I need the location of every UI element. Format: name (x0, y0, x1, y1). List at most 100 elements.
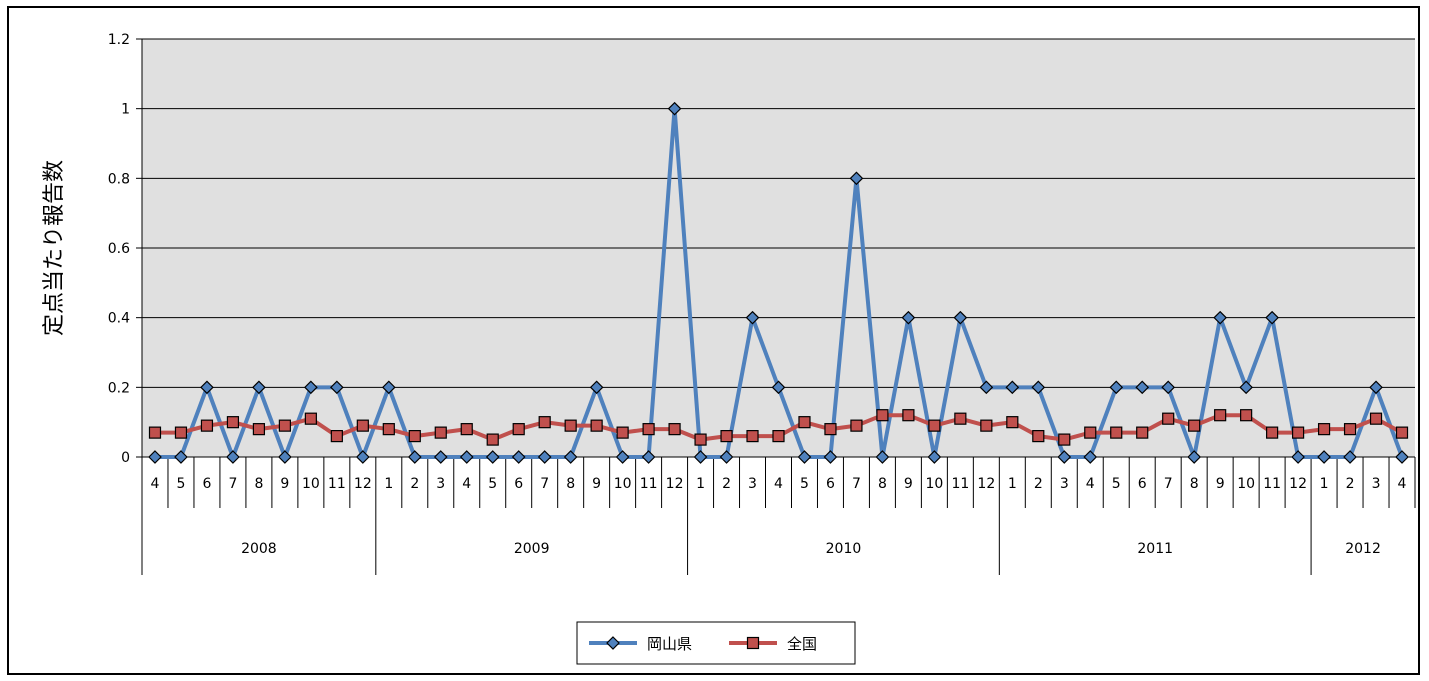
data-point (1135, 380, 1150, 395)
y-tick-label: 0.4 (108, 311, 130, 327)
x-tick-label: 10 (1237, 476, 1255, 492)
data-point (485, 450, 500, 464)
data-point (538, 416, 551, 429)
x-tick-label: 9 (904, 476, 913, 492)
data-point (1161, 380, 1176, 395)
data-point (1058, 433, 1071, 446)
data-point (642, 423, 655, 436)
data-point (252, 380, 266, 395)
data-point (512, 423, 525, 436)
data-point (564, 419, 577, 432)
data-point (433, 450, 448, 464)
legend-label: 岡山県 (647, 635, 692, 653)
x-tick-label: 4 (462, 476, 471, 492)
x-tick-label: 9 (1216, 476, 1225, 492)
x-tick-label: 7 (852, 476, 861, 492)
x-tick-label: 6 (514, 476, 523, 492)
series-0 (148, 101, 1409, 464)
data-point (1006, 416, 1019, 429)
legend-marker (746, 636, 760, 650)
x-tick-label: 3 (748, 476, 757, 492)
data-point (1240, 409, 1253, 422)
x-tick-label: 4 (1398, 476, 1407, 492)
data-point (486, 433, 499, 446)
legend-item: 岡山県 (589, 635, 692, 653)
year-label: 2010 (826, 541, 862, 557)
x-tick-label: 8 (878, 476, 887, 492)
data-point (798, 416, 811, 429)
data-point (1109, 380, 1124, 395)
data-point (1266, 426, 1279, 439)
x-tick-label: 10 (302, 476, 320, 492)
x-tick-label: 12 (977, 476, 995, 492)
data-point (719, 450, 734, 464)
data-point (901, 310, 916, 325)
data-point (329, 380, 344, 395)
data-point (1265, 310, 1279, 325)
data-point (1110, 426, 1123, 439)
data-point (615, 450, 630, 464)
data-point (226, 450, 240, 464)
year-label: 2008 (241, 541, 277, 557)
x-tick-label: 1 (384, 476, 393, 492)
x-tick-label: 4 (151, 476, 160, 492)
data-point (200, 419, 214, 432)
data-point (745, 310, 760, 325)
x-tick-label: 10 (925, 476, 943, 492)
x-tick-label: 6 (1138, 476, 1147, 492)
y-axis-ticks: 0 0.2 0.4 0.6 0.8 1 1.2 (108, 32, 143, 466)
chart-frame: 0 0.2 0.4 0.6 0.8 1 1.2 4 5 6 7 8 9 10 11 12 1 2 3 4 5 6 7 8 9 1… (7, 6, 1420, 675)
x-tick-label: 8 (1190, 476, 1199, 492)
x-tick-label: 7 (540, 476, 549, 492)
data-point (954, 412, 967, 425)
x-tick-label: 9 (280, 476, 289, 492)
y-tick-label: 0.2 (108, 380, 130, 396)
data-point (823, 450, 838, 464)
data-point (693, 450, 708, 464)
y-tick-label: 0.8 (108, 171, 130, 187)
data-point (979, 380, 994, 395)
data-point (460, 423, 473, 436)
series-1 (148, 409, 1409, 446)
data-point (771, 380, 786, 395)
data-point (875, 450, 890, 464)
x-tick-label: 2 (1346, 476, 1355, 492)
data-point (356, 419, 369, 432)
x-tick-label: 11 (328, 476, 346, 492)
x-tick-label: 5 (488, 476, 497, 492)
data-point (1239, 380, 1253, 395)
data-point (381, 380, 396, 395)
x-tick-label: 12 (1289, 476, 1307, 492)
data-point (1083, 450, 1098, 464)
data-point (537, 450, 552, 464)
data-point (200, 380, 214, 395)
data-point (408, 430, 421, 443)
data-point (148, 426, 162, 439)
data-point (434, 426, 447, 439)
data-point (616, 426, 629, 439)
x-tick-label: 1 (1320, 476, 1329, 492)
year-label: 2009 (514, 541, 550, 557)
data-point (720, 430, 733, 443)
data-point (1291, 426, 1305, 439)
data-point (849, 171, 864, 186)
x-tick-label: 5 (177, 476, 186, 492)
data-point (278, 450, 292, 464)
data-point (772, 430, 785, 443)
data-point (590, 419, 603, 432)
data-point (876, 409, 889, 422)
legend-item: 全国 (729, 635, 817, 653)
data-point (1031, 380, 1046, 395)
data-point (330, 430, 343, 443)
x-tick-label: 11 (1263, 476, 1281, 492)
data-point (1317, 423, 1331, 436)
x-tick-label: 7 (1164, 476, 1173, 492)
year-label: 2012 (1345, 541, 1381, 557)
x-tick-label: 6 (202, 476, 211, 492)
x-tick-label: 10 (614, 476, 632, 492)
data-point (850, 419, 863, 432)
data-point (563, 450, 578, 464)
data-point (902, 409, 915, 422)
data-point (1005, 380, 1020, 395)
data-point (1369, 380, 1383, 395)
